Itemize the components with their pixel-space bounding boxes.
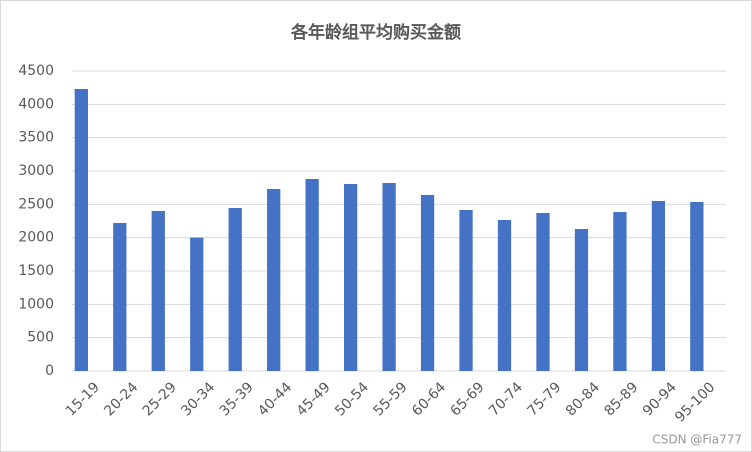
bar bbox=[497, 220, 512, 371]
bar bbox=[536, 213, 550, 371]
bar bbox=[228, 208, 242, 371]
watermark: CSDN @Fia777 bbox=[652, 433, 742, 447]
y-tick-label: 2000 bbox=[18, 230, 54, 246]
bar bbox=[74, 89, 88, 371]
bar bbox=[305, 179, 319, 371]
bar bbox=[113, 223, 127, 371]
bar bbox=[690, 202, 704, 371]
y-tick-label: 4000 bbox=[18, 96, 54, 112]
bar bbox=[651, 201, 666, 371]
bar bbox=[343, 184, 358, 371]
y-tick-label: 4500 bbox=[18, 63, 54, 79]
y-tick-label: 500 bbox=[27, 330, 54, 346]
bar bbox=[267, 189, 281, 371]
bar bbox=[613, 212, 627, 371]
y-tick-label: 1000 bbox=[18, 296, 54, 312]
chart-title: 各年龄组平均购买金额 bbox=[290, 22, 461, 43]
y-tick-label: 3500 bbox=[18, 130, 54, 146]
bar bbox=[190, 237, 204, 371]
bar bbox=[459, 210, 473, 371]
bar bbox=[574, 229, 589, 371]
y-tick-label: 3000 bbox=[18, 163, 54, 179]
y-tick-label: 0 bbox=[45, 363, 54, 379]
y-tick-label: 2500 bbox=[18, 196, 54, 212]
bar bbox=[382, 183, 396, 371]
bar bbox=[151, 211, 165, 371]
y-tick-label: 1500 bbox=[18, 263, 54, 279]
bar bbox=[420, 195, 435, 371]
